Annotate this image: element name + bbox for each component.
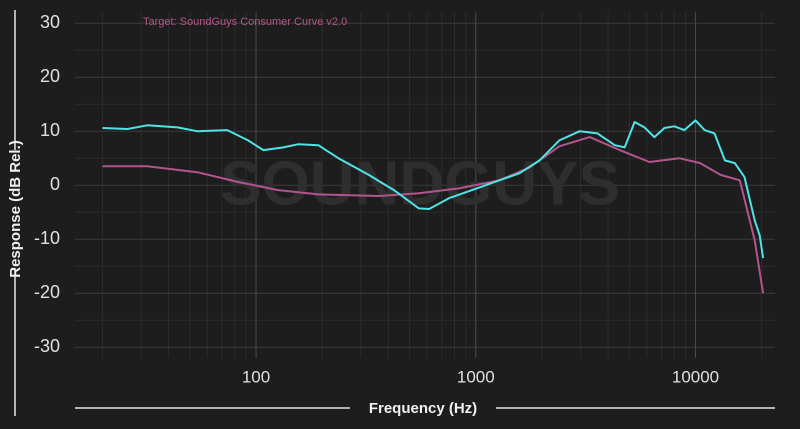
y-tick-label: -10 [34,228,60,248]
y-axis-label: Response (dB Rel.) [7,140,24,278]
series-line [102,119,765,259]
y-tick-label: 20 [40,66,60,86]
x-tick-label: 1000 [457,367,495,386]
grid [75,12,775,358]
x-axis-label: Frequency (Hz) [369,400,477,417]
y-tick-label: 10 [40,120,60,140]
x-tick-label: 10000 [672,367,719,386]
y-tick-label: -30 [34,336,60,356]
watermark: SOUNDGUYS [220,149,620,218]
y-tick-label: -20 [34,282,60,302]
y-tick-label: 0 [50,174,60,194]
plot [102,119,765,294]
x-tick-label: 100 [242,367,270,386]
annotation: Target: SoundGuys Consumer Curve v2.0 [143,16,347,28]
y-tick-label: 30 [40,12,60,32]
